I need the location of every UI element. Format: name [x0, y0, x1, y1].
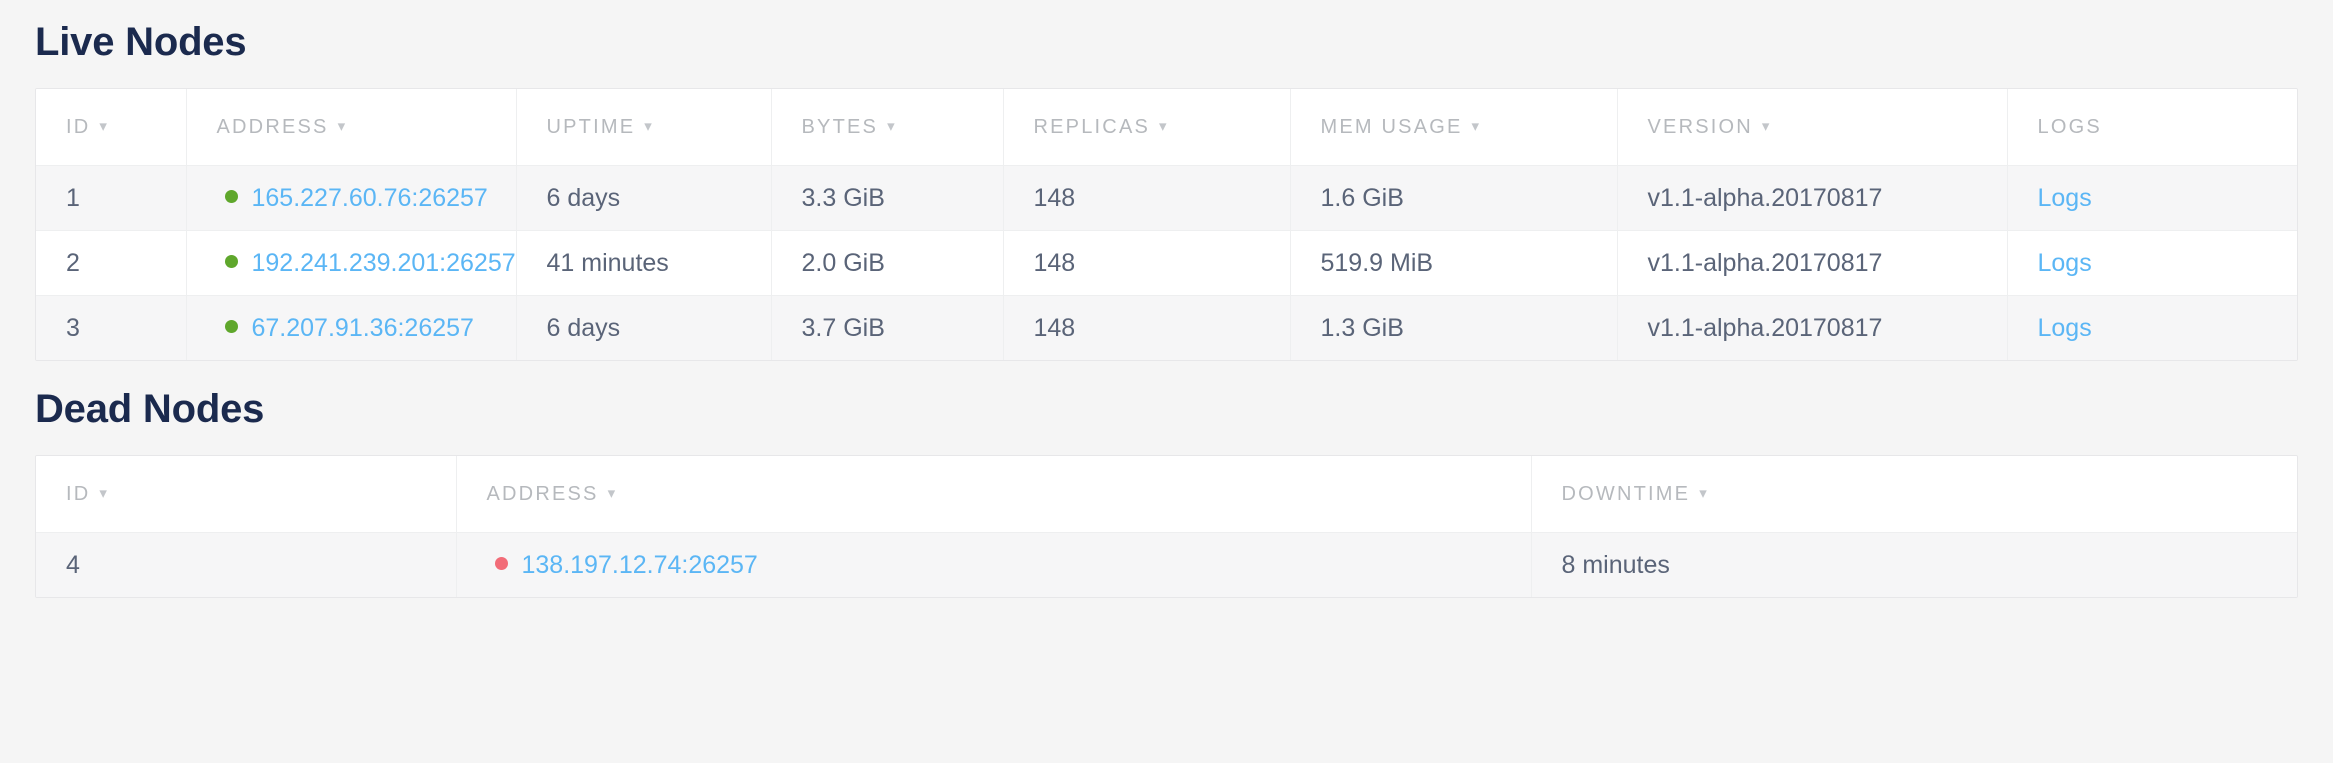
column-header-mem-usage-label: MEM USAGE — [1320, 115, 1463, 138]
cell-address: 67.207.91.36:26257 — [186, 295, 517, 360]
sort-caret-icon[interactable]: ▾ — [99, 484, 107, 502]
cell-version: v1.1-alpha.20170817 — [1617, 230, 2008, 296]
column-header-address-label: ADDRESS — [216, 115, 329, 138]
dead-nodes-table: ID ▾ ADDRESS ▾ DOWNTIME ▾ 4 138.197.12.74:2… — [36, 456, 2297, 597]
dead-nodes-table-body: 4 138.197.12.74:26257 8 minutes — [36, 532, 2297, 597]
column-header-address[interactable]: ADDRESS ▾ — [456, 456, 1532, 533]
live-nodes-title: Live Nodes — [35, 20, 247, 64]
column-header-address-label: ADDRESS — [486, 482, 599, 505]
cell-version: v1.1-alpha.20170817 — [1617, 165, 2008, 231]
column-header-id-label: ID — [66, 115, 91, 138]
live-nodes-table: ID ▾ ADDRESS ▾ UPTIME ▾ BYTES ▾ REPLICAS ▾ ME… — [36, 89, 2297, 360]
cell-id: 2 — [36, 230, 187, 296]
cell-logs: Logs — [2007, 230, 2297, 296]
cell-mem-usage: 519.9 MiB — [1290, 230, 1618, 296]
sort-caret-icon[interactable]: ▾ — [337, 117, 346, 135]
status-live-dot-icon — [224, 189, 238, 203]
cell-replicas: 148 — [1003, 230, 1291, 296]
dead-nodes-table-container: ID ▾ ADDRESS ▾ DOWNTIME ▾ 4 138.197.12.74:2… — [35, 455, 2298, 598]
cell-uptime: 6 days — [516, 295, 772, 360]
column-header-bytes-label: BYTES — [801, 115, 879, 138]
cell-id: 3 — [36, 295, 187, 360]
cell-bytes: 2.0 GiB — [771, 230, 1004, 296]
dead-nodes-table-head: ID ▾ ADDRESS ▾ DOWNTIME ▾ — [36, 456, 2297, 533]
live-nodes-header-row: ID ▾ ADDRESS ▾ UPTIME ▾ BYTES ▾ REPLICAS ▾ ME… — [36, 89, 2297, 166]
column-header-logs-label: LOGS — [2037, 115, 2102, 138]
column-header-id[interactable]: ID ▾ — [36, 89, 187, 166]
sort-caret-icon[interactable]: ▾ — [607, 484, 616, 502]
sort-caret-icon[interactable]: ▾ — [99, 117, 107, 135]
cell-address: 192.241.239.201:26257 — [186, 230, 517, 296]
cell-logs: Logs — [2007, 165, 2297, 231]
column-header-replicas[interactable]: REPLICAS ▾ — [1003, 89, 1291, 166]
column-header-bytes[interactable]: BYTES ▾ — [771, 89, 1004, 166]
column-header-logs: LOGS — [2007, 89, 2297, 166]
table-row: 1 165.227.60.76:26257 6 days 3.3 GiB 148… — [36, 165, 2297, 231]
sort-caret-icon[interactable]: ▾ — [887, 117, 895, 135]
sort-caret-icon[interactable]: ▾ — [1471, 117, 1480, 135]
cell-replicas: 148 — [1003, 165, 1291, 231]
live-nodes-table-body: 1 165.227.60.76:26257 6 days 3.3 GiB 148… — [36, 165, 2297, 360]
logs-link[interactable]: Logs — [2037, 183, 2092, 212]
cell-id: 1 — [36, 165, 187, 231]
column-header-replicas-label: REPLICAS — [1033, 115, 1151, 138]
cell-version: v1.1-alpha.20170817 — [1617, 295, 2008, 360]
cell-downtime: 8 minutes — [1531, 532, 2297, 597]
node-address-link[interactable]: 138.197.12.74:26257 — [521, 550, 758, 579]
sort-caret-icon[interactable]: ▾ — [1761, 117, 1770, 135]
column-header-address[interactable]: ADDRESS ▾ — [186, 89, 517, 166]
cell-mem-usage: 1.3 GiB — [1290, 295, 1618, 360]
sort-caret-icon[interactable]: ▾ — [644, 117, 652, 135]
table-row: 4 138.197.12.74:26257 8 minutes — [36, 532, 2297, 597]
sort-caret-icon[interactable]: ▾ — [1159, 117, 1167, 135]
column-header-mem-usage[interactable]: MEM USAGE ▾ — [1290, 89, 1618, 166]
live-nodes-table-head: ID ▾ ADDRESS ▾ UPTIME ▾ BYTES ▾ REPLICAS ▾ ME… — [36, 89, 2297, 166]
logs-link[interactable]: Logs — [2037, 313, 2092, 342]
dead-nodes-header-row: ID ▾ ADDRESS ▾ DOWNTIME ▾ — [36, 456, 2297, 533]
sort-caret-icon[interactable]: ▾ — [1699, 484, 1707, 502]
cell-uptime: 41 minutes — [516, 230, 772, 296]
node-address-link[interactable]: 192.241.239.201:26257 — [251, 248, 516, 277]
cell-bytes: 3.3 GiB — [771, 165, 1004, 231]
cell-logs: Logs — [2007, 295, 2297, 360]
column-header-uptime[interactable]: UPTIME ▾ — [516, 89, 772, 166]
table-row: 2 192.241.239.201:26257 41 minutes 2.0 G… — [36, 230, 2297, 296]
node-address-link[interactable]: 67.207.91.36:26257 — [251, 313, 474, 342]
cell-replicas: 148 — [1003, 295, 1291, 360]
status-live-dot-icon — [224, 254, 238, 268]
column-header-downtime-label: DOWNTIME — [1561, 482, 1691, 505]
column-header-version[interactable]: VERSION ▾ — [1617, 89, 2008, 166]
cell-uptime: 6 days — [516, 165, 772, 231]
cell-address: 165.227.60.76:26257 — [186, 165, 517, 231]
cell-bytes: 3.7 GiB — [771, 295, 1004, 360]
cell-mem-usage: 1.6 GiB — [1290, 165, 1618, 231]
column-header-id[interactable]: ID ▾ — [36, 456, 457, 533]
column-header-id-label: ID — [66, 482, 91, 505]
column-header-version-label: VERSION — [1647, 115, 1753, 138]
status-live-dot-icon — [224, 319, 238, 333]
logs-link[interactable]: Logs — [2037, 248, 2092, 277]
live-nodes-table-container: ID ▾ ADDRESS ▾ UPTIME ▾ BYTES ▾ REPLICAS ▾ ME… — [35, 88, 2298, 361]
status-dead-dot-icon — [494, 556, 508, 570]
node-address-link[interactable]: 165.227.60.76:26257 — [251, 183, 488, 212]
dead-nodes-title: Dead Nodes — [35, 387, 265, 431]
column-header-downtime[interactable]: DOWNTIME ▾ — [1531, 456, 2297, 533]
cell-address: 138.197.12.74:26257 — [456, 532, 1532, 597]
column-header-uptime-label: UPTIME — [546, 115, 636, 138]
table-row: 3 67.207.91.36:26257 6 days 3.7 GiB 148 … — [36, 295, 2297, 360]
cell-id: 4 — [36, 532, 457, 597]
